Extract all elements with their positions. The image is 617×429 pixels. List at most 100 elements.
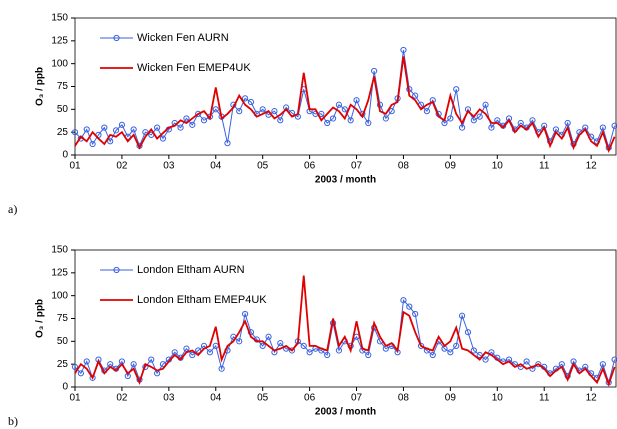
data-point: [159, 135, 167, 142]
y-tick-label: 0: [62, 150, 68, 161]
data-point: [183, 345, 190, 352]
data-point: [306, 349, 313, 356]
x-tick-label: 09: [445, 393, 457, 404]
data-point: [101, 124, 108, 131]
data-point: [183, 115, 190, 122]
data-point: [523, 358, 530, 365]
data-point: [412, 92, 419, 99]
data-point: [447, 349, 454, 356]
data-point: [259, 342, 266, 349]
x-tick-label: 12: [586, 393, 598, 404]
data-point: [470, 347, 477, 354]
data-point: [265, 333, 272, 340]
data-point: [212, 106, 219, 113]
data-point: [83, 358, 90, 365]
legend-marker: [113, 266, 120, 274]
x-tick-label: 04: [210, 161, 222, 172]
y-tick-label: 75: [57, 81, 69, 92]
y-tick-label: 25: [57, 127, 69, 138]
legend-label: Wicken Fen EMEP4UK: [137, 62, 251, 74]
x-tick-label: 05: [257, 161, 269, 172]
data-point: [271, 108, 278, 115]
data-point: [89, 140, 96, 148]
data-point: [259, 106, 266, 113]
x-tick-label: 08: [398, 393, 410, 404]
data-point: [400, 46, 407, 54]
data-point: [324, 119, 331, 127]
x-tick-label: 11: [539, 161, 550, 172]
panel-label: a): [8, 202, 17, 216]
data-point: [77, 370, 84, 377]
y-tick-label: 125: [51, 267, 68, 278]
y-axis-label: O₃ / ppb: [35, 299, 46, 338]
y-tick-label: 50: [57, 104, 69, 115]
data-point: [464, 329, 472, 336]
x-tick-label: 07: [351, 393, 363, 404]
data-point: [406, 303, 413, 310]
data-point: [341, 106, 348, 113]
data-point: [611, 122, 617, 129]
data-point: [112, 127, 120, 134]
data-point: [189, 121, 196, 128]
legend-label: Wicken Fen AURN: [137, 32, 229, 44]
data-point: [353, 97, 360, 104]
data-point: [200, 117, 208, 124]
legend-label: London Eltham EMEP4UK: [137, 294, 267, 306]
series-line: [74, 56, 616, 153]
y-tick-label: 150: [51, 13, 68, 24]
x-tick-label: 01: [69, 161, 81, 172]
x-tick-label: 12: [586, 161, 598, 172]
data-point: [118, 121, 126, 128]
x-tick-label: 02: [116, 393, 128, 404]
data-point: [300, 342, 307, 349]
data-point: [83, 126, 90, 133]
x-tick-label: 06: [304, 393, 316, 404]
x-tick-label: 10: [492, 161, 504, 172]
x-tick-label: 03: [163, 393, 175, 404]
data-point: [189, 351, 196, 359]
data-point: [412, 310, 419, 318]
data-point: [324, 351, 331, 359]
y-tick-label: 100: [51, 58, 68, 69]
x-tick-label: 10: [492, 393, 504, 404]
series-line: [74, 275, 616, 387]
x-tick-label: 07: [351, 161, 363, 172]
data-point: [195, 110, 202, 118]
data-point: [236, 338, 243, 345]
data-point: [371, 67, 378, 75]
data-point: [277, 340, 284, 347]
data-point: [476, 113, 483, 120]
data-point: [71, 363, 79, 371]
data-point: [488, 124, 495, 131]
data-point: [347, 117, 354, 124]
x-tick-label: 04: [210, 393, 222, 404]
data-point: [535, 361, 542, 368]
data-point: [218, 365, 225, 372]
data-point: [388, 108, 395, 115]
legend-label: London Eltham AURN: [137, 264, 245, 276]
data-point: [241, 95, 249, 102]
data-point: [447, 115, 454, 122]
y-tick-label: 25: [57, 359, 69, 370]
data-point: [458, 312, 466, 319]
x-tick-label: 01: [69, 393, 81, 404]
x-tick-label: 06: [304, 161, 316, 172]
data-point: [458, 124, 466, 131]
data-point: [177, 124, 184, 131]
x-tick-label: 05: [257, 393, 269, 404]
data-point: [247, 98, 255, 106]
x-tick-label: 09: [445, 161, 457, 172]
x-tick-label: 11: [539, 393, 550, 404]
x-tick-label: 02: [116, 161, 128, 172]
x-tick-label: 08: [398, 161, 410, 172]
y-tick-label: 0: [62, 382, 68, 393]
y-tick-label: 75: [57, 313, 69, 324]
panel-label: b): [8, 414, 18, 428]
data-point: [365, 119, 372, 127]
data-point: [400, 297, 407, 304]
data-point: [564, 119, 571, 127]
data-point: [335, 347, 343, 354]
data-point: [482, 356, 489, 363]
